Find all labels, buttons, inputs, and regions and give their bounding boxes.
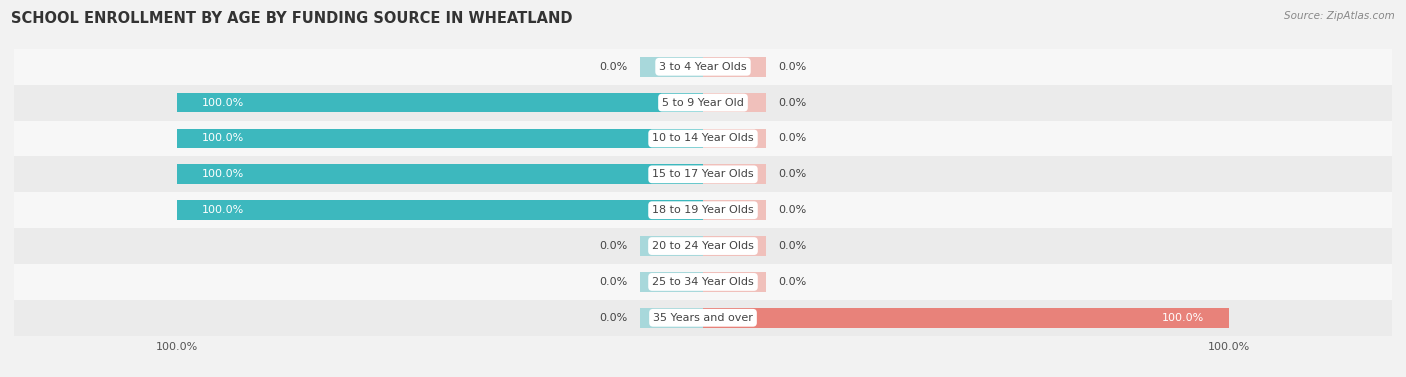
Text: 0.0%: 0.0% — [599, 313, 628, 323]
Bar — [14, 264, 1392, 300]
Text: 15 to 17 Year Olds: 15 to 17 Year Olds — [652, 169, 754, 179]
Text: 35 Years and over: 35 Years and over — [652, 313, 754, 323]
Bar — [703, 164, 766, 184]
Bar — [14, 156, 1392, 192]
Bar — [14, 228, 1392, 264]
Bar — [703, 200, 766, 220]
Text: 5 to 9 Year Old: 5 to 9 Year Old — [662, 98, 744, 107]
Bar — [640, 272, 703, 292]
Text: 0.0%: 0.0% — [778, 62, 807, 72]
Text: 18 to 19 Year Olds: 18 to 19 Year Olds — [652, 205, 754, 215]
Text: 3 to 4 Year Olds: 3 to 4 Year Olds — [659, 62, 747, 72]
Bar — [640, 57, 703, 77]
Text: 0.0%: 0.0% — [778, 133, 807, 144]
Bar — [177, 200, 703, 220]
Bar — [14, 49, 1392, 85]
Text: 0.0%: 0.0% — [778, 205, 807, 215]
Text: 0.0%: 0.0% — [599, 241, 628, 251]
Text: 0.0%: 0.0% — [778, 98, 807, 107]
Bar — [640, 308, 703, 328]
Bar — [14, 192, 1392, 228]
Bar — [703, 129, 766, 148]
Text: 0.0%: 0.0% — [778, 241, 807, 251]
Text: 100.0%: 100.0% — [202, 133, 245, 144]
Legend: Public School, Private School: Public School, Private School — [589, 375, 817, 377]
Bar — [14, 121, 1392, 156]
Bar — [14, 85, 1392, 121]
Text: SCHOOL ENROLLMENT BY AGE BY FUNDING SOURCE IN WHEATLAND: SCHOOL ENROLLMENT BY AGE BY FUNDING SOUR… — [11, 11, 572, 26]
Text: 0.0%: 0.0% — [599, 62, 628, 72]
Text: 0.0%: 0.0% — [778, 277, 807, 287]
Bar — [703, 272, 766, 292]
Bar — [703, 236, 766, 256]
Text: 20 to 24 Year Olds: 20 to 24 Year Olds — [652, 241, 754, 251]
Bar — [703, 308, 1229, 328]
Text: 100.0%: 100.0% — [202, 98, 245, 107]
Bar — [14, 300, 1392, 336]
Bar — [177, 93, 703, 112]
Bar — [703, 93, 766, 112]
Text: 10 to 14 Year Olds: 10 to 14 Year Olds — [652, 133, 754, 144]
Text: 100.0%: 100.0% — [202, 169, 245, 179]
Text: 0.0%: 0.0% — [778, 169, 807, 179]
Text: 100.0%: 100.0% — [202, 205, 245, 215]
Bar — [177, 164, 703, 184]
Bar — [703, 57, 766, 77]
Bar — [177, 129, 703, 148]
Text: 100.0%: 100.0% — [1161, 313, 1204, 323]
Text: 0.0%: 0.0% — [599, 277, 628, 287]
Text: 25 to 34 Year Olds: 25 to 34 Year Olds — [652, 277, 754, 287]
Text: Source: ZipAtlas.com: Source: ZipAtlas.com — [1284, 11, 1395, 21]
Bar — [640, 236, 703, 256]
